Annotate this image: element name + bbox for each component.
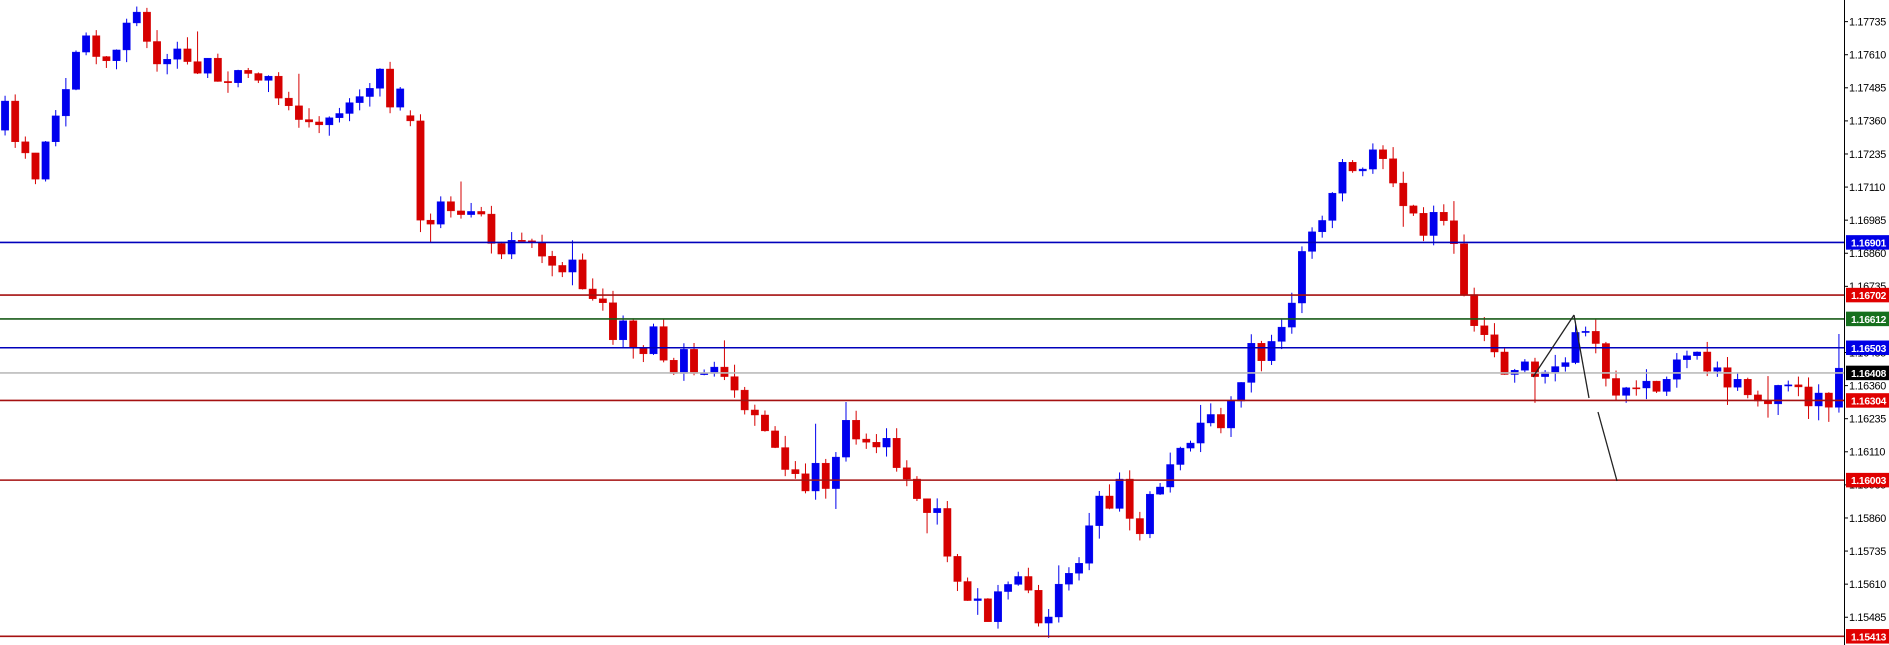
svg-text:1.16901: 1.16901 — [1851, 238, 1887, 249]
svg-text:1.17110: 1.17110 — [1849, 182, 1885, 194]
svg-text:1.16860: 1.16860 — [1849, 248, 1886, 260]
svg-text:1.16110: 1.16110 — [1849, 447, 1885, 459]
svg-text:1.16003: 1.16003 — [1851, 476, 1887, 487]
svg-text:1.16304: 1.16304 — [1851, 396, 1887, 407]
svg-text:1.16503: 1.16503 — [1851, 344, 1887, 355]
svg-text:1.16612: 1.16612 — [1851, 315, 1887, 326]
svg-text:1.15860: 1.15860 — [1849, 513, 1886, 525]
svg-text:1.16985: 1.16985 — [1849, 215, 1886, 227]
svg-text:1.15485: 1.15485 — [1849, 612, 1886, 624]
svg-text:1.16360: 1.16360 — [1849, 380, 1886, 392]
svg-text:1.16235: 1.16235 — [1849, 414, 1886, 426]
svg-text:1.17610: 1.17610 — [1849, 50, 1886, 62]
svg-text:1.15413: 1.15413 — [1851, 632, 1887, 643]
svg-text:1.17485: 1.17485 — [1849, 83, 1886, 95]
svg-text:1.17235: 1.17235 — [1849, 149, 1886, 161]
svg-text:1.16702: 1.16702 — [1851, 291, 1887, 302]
svg-text:1.15610: 1.15610 — [1849, 579, 1886, 591]
svg-text:1.17360: 1.17360 — [1849, 116, 1886, 128]
svg-text:1.17735: 1.17735 — [1849, 16, 1886, 28]
svg-text:1.15735: 1.15735 — [1849, 546, 1886, 558]
svg-text:1.16408: 1.16408 — [1851, 369, 1887, 380]
